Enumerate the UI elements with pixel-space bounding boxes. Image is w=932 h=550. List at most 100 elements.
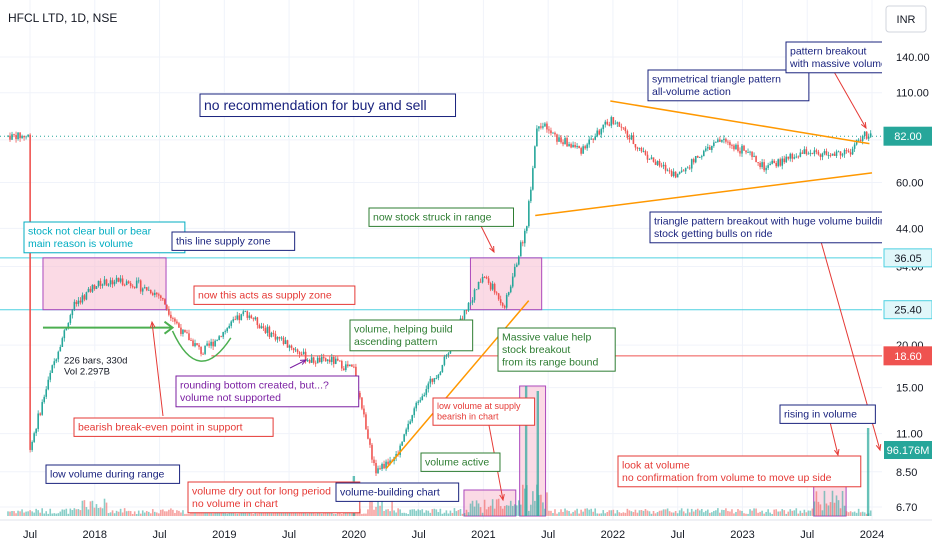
annotation-vol-active[interactable]: volume active: [420, 452, 501, 472]
candle-body: [369, 438, 371, 445]
volume-bar: [61, 509, 64, 516]
candle-body: [590, 138, 592, 140]
candle-body: [176, 321, 178, 324]
volume-bar: [590, 508, 592, 516]
time-tick-label: 2022: [601, 529, 625, 541]
candle-body: [829, 155, 832, 156]
candle-body: [622, 127, 625, 129]
candle-body: [343, 368, 345, 371]
annotation-rounding[interactable]: rounding bottom created, but...?volume n…: [175, 375, 360, 408]
candle-body: [268, 326, 271, 337]
candle-body: [721, 139, 723, 142]
candle-body: [228, 325, 231, 329]
volume-bar: [393, 510, 395, 516]
volume-bar: [574, 510, 576, 516]
annotation-low-vol-range[interactable]: low volume during range: [45, 464, 181, 484]
annotation-vol-build-chart[interactable]: volume-building chart: [335, 482, 460, 502]
volume-bar: [789, 509, 792, 516]
volume-bar: [419, 510, 422, 516]
candle-body: [656, 160, 659, 165]
volume-bar: [509, 500, 512, 516]
candle-body: [224, 331, 226, 333]
volume-bar: [399, 509, 401, 516]
candle-body: [409, 421, 411, 424]
candle-body: [401, 441, 403, 446]
candle-body: [608, 124, 611, 126]
candle-body: [280, 337, 283, 339]
candle-body: [513, 266, 516, 277]
candle-body: [23, 135, 25, 138]
volume-bar: [137, 510, 140, 516]
volume-bar: [113, 513, 116, 516]
candle-body: [759, 162, 761, 168]
rounding-bottom-curve: [171, 330, 232, 362]
annotation-line: Vol 2.297B: [64, 367, 110, 378]
candle-body: [180, 327, 182, 334]
volume-bar: [172, 509, 174, 516]
annotation-acts-supply[interactable]: now this acts as supply zone: [193, 285, 356, 305]
volume-bar: [483, 499, 486, 516]
annotation-break-even[interactable]: bearish break-even point in support: [73, 417, 274, 437]
annotation-line: 226 bars, 330d: [64, 356, 127, 367]
annotation-line: Massive value help: [502, 332, 591, 344]
time-axis[interactable]: Jul 2018 Jul 2019 Jul 2020 Jul 2021 Jul 2022 Jul 20…: [0, 519, 932, 541]
annotation-rising-vol[interactable]: rising in volume: [779, 404, 876, 424]
candle-body: [576, 145, 578, 148]
volume-bar: [851, 512, 854, 516]
price-tick-label: 44.00: [896, 223, 924, 235]
time-tick-label: 2019: [212, 529, 236, 541]
candle-body: [443, 356, 446, 365]
candle-body: [773, 160, 775, 163]
candle-body: [292, 347, 295, 351]
candle-body: [75, 301, 78, 305]
volume-bar: [477, 503, 480, 516]
volume-bar: [622, 512, 625, 516]
price-tick-label: 8.50: [896, 467, 917, 479]
volume-bar: [459, 508, 462, 516]
volume-bar: [383, 510, 385, 516]
volume-bar: [670, 512, 673, 516]
candle-body: [160, 295, 162, 299]
annotation-supply-zone[interactable]: this line supply zone: [171, 231, 296, 251]
candle-body: [168, 309, 170, 315]
volume-bar: [827, 505, 830, 516]
candle-body: [272, 332, 275, 334]
volume-bar: [168, 509, 170, 516]
volume-bar: [781, 509, 784, 516]
candle-body: [407, 423, 409, 430]
volume-bar: [65, 508, 68, 516]
candle-body: [550, 130, 552, 134]
annotation-struck-range[interactable]: now stock struck in range: [368, 207, 514, 227]
volume-bar: [648, 511, 651, 516]
volume-bar: [817, 501, 820, 516]
candle-body: [781, 158, 784, 166]
currency-button[interactable]: INR: [885, 5, 927, 33]
volume-bar: [212, 513, 214, 516]
candle-body: [347, 364, 349, 367]
candle-body: [326, 359, 329, 362]
volume-bar: [505, 505, 508, 516]
volume-bar: [320, 513, 323, 516]
candle-body: [626, 131, 629, 138]
candle-body: [493, 283, 496, 293]
annotation-line: main reason is volume: [28, 238, 133, 250]
currency-label: INR: [897, 14, 916, 26]
volume-bar: [771, 513, 773, 516]
volume-bar: [473, 506, 476, 516]
volume-bar: [497, 498, 500, 516]
volume-bar: [650, 513, 653, 516]
volume-bar: [322, 511, 325, 516]
volume-bar: [719, 512, 721, 516]
volume-bar: [77, 509, 80, 516]
annotation-no-rec[interactable]: no recommendation for buy and sell: [199, 93, 457, 118]
